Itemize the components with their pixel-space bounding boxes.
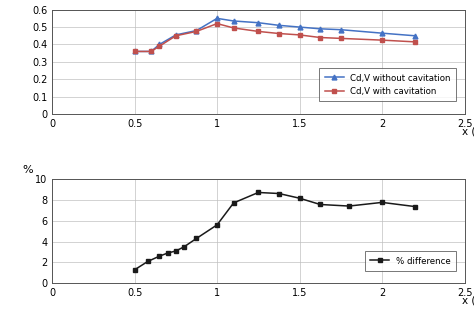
Legend: % difference: % difference (365, 251, 456, 271)
Cd,V with cavitation (231, 26, 237, 30)
Cd,V with cavitation (132, 50, 137, 53)
% difference (156, 254, 162, 258)
Cd,V with cavitation (148, 50, 154, 53)
% difference (276, 192, 282, 195)
% difference (181, 245, 187, 249)
Line: Cd,V without cavitation: Cd,V without cavitation (132, 16, 418, 54)
% difference (145, 260, 151, 263)
Cd,V without cavitation (297, 25, 302, 29)
X-axis label: x (mm): x (mm) (462, 127, 474, 137)
Cd,V with cavitation (412, 40, 418, 44)
Cd,V without cavitation (379, 31, 385, 35)
Cd,V without cavitation (214, 16, 220, 20)
Y-axis label: %: % (22, 165, 33, 175)
Cd,V without cavitation (276, 24, 282, 27)
Cd,V with cavitation (297, 33, 302, 37)
% difference (379, 201, 385, 204)
Cd,V with cavitation (379, 38, 385, 42)
Cd,V without cavitation (318, 27, 323, 31)
Line: % difference: % difference (132, 190, 418, 272)
Cd,V with cavitation (193, 30, 199, 33)
Cd,V without cavitation (193, 29, 199, 33)
Cd,V without cavitation (148, 50, 154, 53)
Cd,V without cavitation (412, 34, 418, 38)
% difference (165, 251, 171, 255)
% difference (255, 191, 261, 194)
% difference (346, 204, 352, 208)
X-axis label: x (mm): x (mm) (462, 296, 474, 306)
Cd,V with cavitation (156, 44, 162, 48)
Cd,V without cavitation (255, 21, 261, 25)
Line: Cd,V with cavitation: Cd,V with cavitation (132, 21, 418, 54)
% difference (412, 205, 418, 209)
Cd,V with cavitation (255, 30, 261, 33)
% difference (193, 236, 199, 240)
Cd,V with cavitation (276, 32, 282, 35)
% difference (297, 196, 302, 200)
Cd,V without cavitation (132, 50, 137, 53)
% difference (214, 223, 220, 227)
Cd,V without cavitation (173, 33, 179, 37)
Cd,V with cavitation (338, 36, 344, 40)
% difference (231, 201, 237, 205)
% difference (132, 268, 137, 272)
% difference (173, 249, 179, 253)
Legend: Cd,V without cavitation, Cd,V with cavitation: Cd,V without cavitation, Cd,V with cavit… (319, 68, 456, 101)
Cd,V with cavitation (318, 36, 323, 40)
Cd,V without cavitation (156, 43, 162, 46)
Cd,V with cavitation (214, 22, 220, 25)
% difference (318, 203, 323, 206)
Cd,V without cavitation (338, 28, 344, 32)
Cd,V without cavitation (231, 19, 237, 23)
Cd,V with cavitation (173, 34, 179, 38)
